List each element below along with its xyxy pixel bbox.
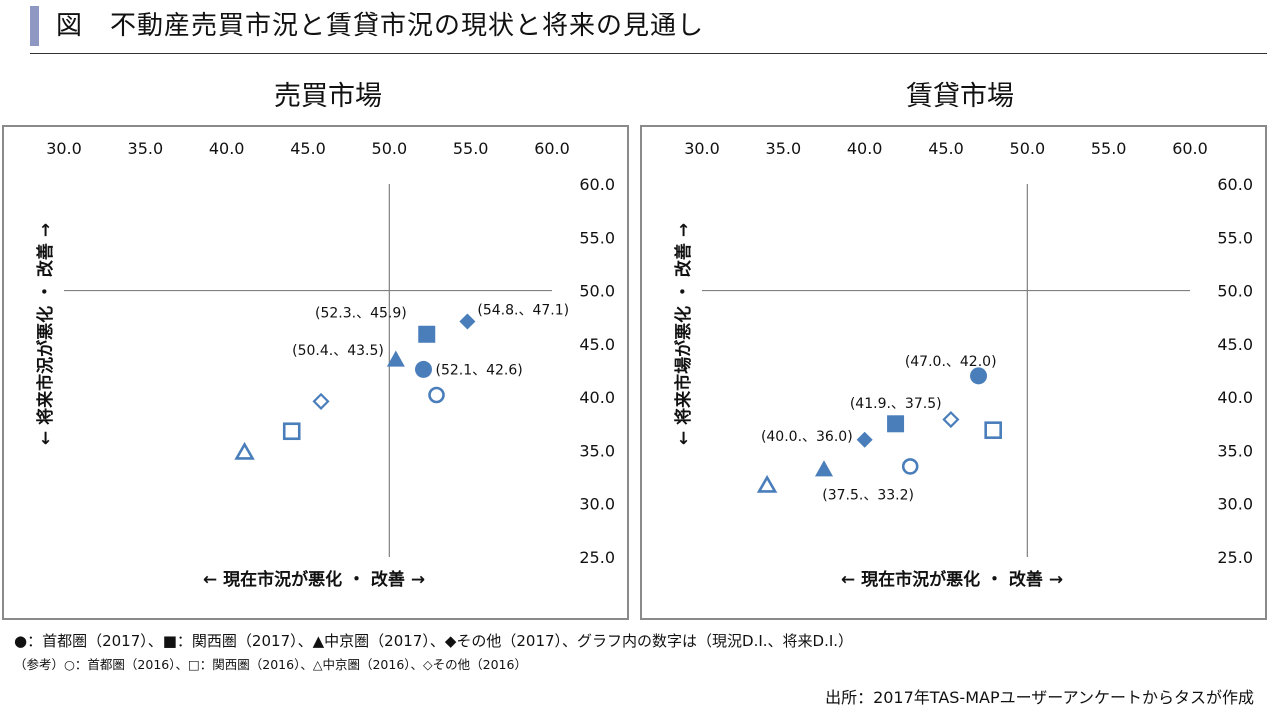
y-tick-label: 50.0 — [579, 282, 615, 301]
x-tick-label: 45.0 — [290, 139, 326, 158]
data-label: (52.1、42.6) — [435, 362, 522, 378]
x-tick-label: 50.0 — [1010, 139, 1046, 158]
marker-首都圏-2017 — [414, 360, 432, 378]
marker-その他-2016 — [312, 392, 330, 410]
data-label: (37.5.、33.2) — [822, 488, 914, 504]
x-tick-label: 55.0 — [1091, 139, 1127, 158]
x-tick-label: 45.0 — [928, 139, 964, 158]
x-tick-label: 60.0 — [534, 139, 570, 158]
x-tick-label: 35.0 — [128, 139, 164, 158]
marker-中京圏-2017 — [386, 350, 405, 367]
marker-関西圏-2016 — [282, 422, 301, 441]
rental-scatter-chart: 30.0 35.0 40.0 45.0 50.0 55.0 60.0 60.0 55.0 50.0… — [673, 139, 1253, 590]
x-axis-label: ← 現在市況が悪化 ・ 改善 → — [841, 569, 1063, 590]
title-rule — [30, 53, 1267, 54]
marker-関西圏-2016 — [984, 421, 1002, 439]
y-tick-label: 60.0 — [579, 175, 615, 194]
y-tick-label: 30.0 — [579, 495, 615, 514]
data-label: (52.3.、45.9) — [315, 305, 407, 321]
x-tick-label: 30.0 — [684, 139, 720, 158]
y-tick-label: 30.0 — [1217, 495, 1253, 514]
x-tick-label: 60.0 — [1172, 139, 1208, 158]
y-tick-label: 60.0 — [1217, 175, 1253, 194]
marker-首都圏-2017 — [970, 367, 988, 385]
chart-title-rental: 賃貸市場 — [906, 81, 1014, 112]
y-tick-label: 35.0 — [579, 441, 615, 460]
x-axis-label: ← 現在市況が悪化 ・ 改善 → — [203, 569, 425, 590]
y-tick-label: 40.0 — [1217, 388, 1253, 407]
x-tick-label: 30.0 — [46, 139, 82, 158]
marker-その他-2017 — [856, 431, 873, 448]
sales-scatter-chart: 30.0 35.0 40.0 45.0 50.0 55.0 60.0 60.0 55.0 50.0… — [35, 139, 615, 590]
y-tick-label: 50.0 — [1217, 282, 1253, 301]
y-tick-label: 25.0 — [1217, 548, 1253, 567]
source-note: 出所：2017年TAS-MAPユーザーアンケートからタスが作成 — [825, 688, 1254, 707]
y-axis-label: ← 将来市場が悪化 ・ 改善 → — [673, 223, 694, 445]
marker-その他-2017 — [459, 313, 476, 330]
marker-関西圏-2017 — [418, 325, 436, 343]
x-tick-label: 55.0 — [453, 139, 489, 158]
sales-chart-panel: 30.0 35.0 40.0 45.0 50.0 55.0 60.0 60.0 55.0 50.0… — [2, 125, 629, 620]
x-tick-label: 50.0 — [372, 139, 408, 158]
y-tick-label: 40.0 — [579, 388, 615, 407]
data-label: (40.0.、36.0) — [761, 429, 853, 445]
chart-title-sales: 売買市場 — [274, 81, 382, 112]
data-label: (47.0.、42.0) — [905, 354, 997, 370]
y-axis-label: ← 将来市況が悪化 ・ 改善 → — [35, 223, 56, 445]
x-tick-label: 40.0 — [209, 139, 245, 158]
data-label: (41.9.、37.5) — [850, 396, 942, 412]
y-tick-label: 55.0 — [1217, 228, 1253, 247]
legend-line-2017: ●：首都圏（2017）、■：関西圏（2017）、▲中京圏（2017）、◆その他（… — [14, 632, 854, 650]
marker-首都圏-2016 — [428, 386, 445, 404]
marker-その他-2016 — [942, 410, 960, 429]
x-tick-label: 35.0 — [766, 139, 802, 158]
marker-関西圏-2017 — [887, 415, 905, 433]
legend-line-2016: （参考）○：首都圏（2016）、□：関西圏（2016）、△中京圏（2016）、◇… — [14, 657, 527, 672]
marker-中京圏-2016 — [756, 474, 778, 493]
y-tick-label: 55.0 — [579, 228, 615, 247]
y-tick-label: 45.0 — [579, 335, 615, 354]
data-label: (50.4.、43.5) — [292, 343, 384, 359]
marker-中京圏-2016 — [234, 441, 255, 460]
marker-首都圏-2016 — [901, 458, 919, 475]
title-accent-bar — [30, 6, 39, 46]
x-tick-label: 40.0 — [847, 139, 883, 158]
y-tick-label: 35.0 — [1217, 441, 1253, 460]
marker-中京圏-2017 — [815, 460, 833, 477]
y-tick-label: 25.0 — [579, 548, 615, 567]
y-tick-label: 45.0 — [1217, 335, 1253, 354]
rental-chart-panel: 30.0 35.0 40.0 45.0 50.0 55.0 60.0 60.0 55.0 50.0… — [640, 125, 1267, 620]
data-label: (54.8.、47.1) — [477, 302, 569, 318]
figure-title: 図 不動産売買市況と賃貸市況の現状と将来の見通し — [56, 11, 705, 41]
